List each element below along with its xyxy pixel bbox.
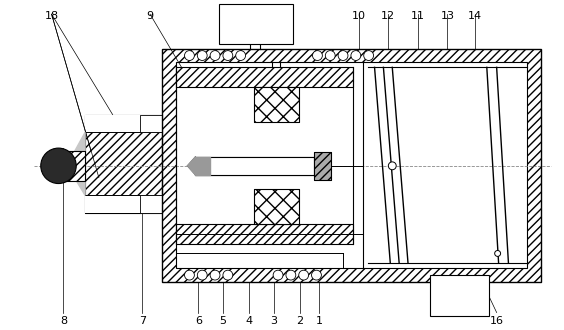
Bar — [59, 151, 85, 181]
Circle shape — [223, 50, 233, 60]
Circle shape — [495, 250, 501, 256]
Bar — [85, 195, 162, 213]
Bar — [219, 4, 293, 44]
Circle shape — [364, 50, 373, 60]
Circle shape — [197, 270, 207, 280]
Circle shape — [311, 270, 321, 280]
Circle shape — [312, 50, 323, 60]
Text: 10: 10 — [352, 11, 366, 21]
Bar — [254, 189, 299, 224]
Text: 8: 8 — [60, 316, 67, 326]
Circle shape — [351, 50, 361, 60]
Bar — [162, 49, 541, 282]
Bar — [314, 152, 331, 180]
Bar — [162, 49, 541, 282]
Text: 7: 7 — [139, 316, 146, 326]
Polygon shape — [187, 157, 195, 175]
Circle shape — [299, 270, 309, 280]
Circle shape — [273, 270, 283, 280]
Circle shape — [41, 148, 76, 183]
Bar — [140, 195, 162, 213]
Bar — [85, 115, 162, 213]
Circle shape — [197, 50, 207, 60]
Text: 13: 13 — [440, 11, 455, 21]
Circle shape — [236, 50, 245, 60]
Bar — [175, 67, 353, 87]
Circle shape — [286, 270, 296, 280]
Bar — [195, 157, 314, 175]
Text: 18: 18 — [45, 11, 59, 21]
Text: 12: 12 — [381, 11, 395, 21]
Bar — [175, 67, 353, 87]
Bar — [175, 224, 353, 244]
Polygon shape — [59, 132, 85, 195]
Circle shape — [223, 270, 233, 280]
Bar — [195, 157, 314, 175]
Bar — [85, 115, 162, 213]
Text: 9: 9 — [147, 11, 153, 21]
Circle shape — [389, 162, 396, 170]
Text: 15: 15 — [241, 11, 255, 21]
Circle shape — [325, 50, 335, 60]
Bar — [314, 152, 331, 180]
Circle shape — [338, 50, 348, 60]
Bar — [59, 151, 85, 181]
Bar — [85, 115, 162, 132]
Text: 1: 1 — [316, 316, 323, 326]
Text: 4: 4 — [245, 316, 252, 326]
Text: 11: 11 — [411, 11, 425, 21]
Circle shape — [184, 50, 195, 60]
Text: 16: 16 — [490, 316, 504, 326]
Text: 2: 2 — [296, 316, 303, 326]
Circle shape — [210, 50, 220, 60]
Text: 6: 6 — [195, 316, 202, 326]
Circle shape — [184, 270, 195, 280]
Bar — [254, 87, 299, 121]
Bar — [254, 87, 299, 121]
Bar — [254, 189, 299, 224]
Bar — [175, 224, 353, 244]
Text: 3: 3 — [271, 316, 277, 326]
Circle shape — [210, 270, 220, 280]
Bar — [430, 275, 489, 316]
Text: 5: 5 — [219, 316, 226, 326]
Text: 14: 14 — [468, 11, 482, 21]
Bar — [140, 115, 162, 132]
Polygon shape — [195, 157, 210, 175]
Bar — [175, 62, 527, 268]
